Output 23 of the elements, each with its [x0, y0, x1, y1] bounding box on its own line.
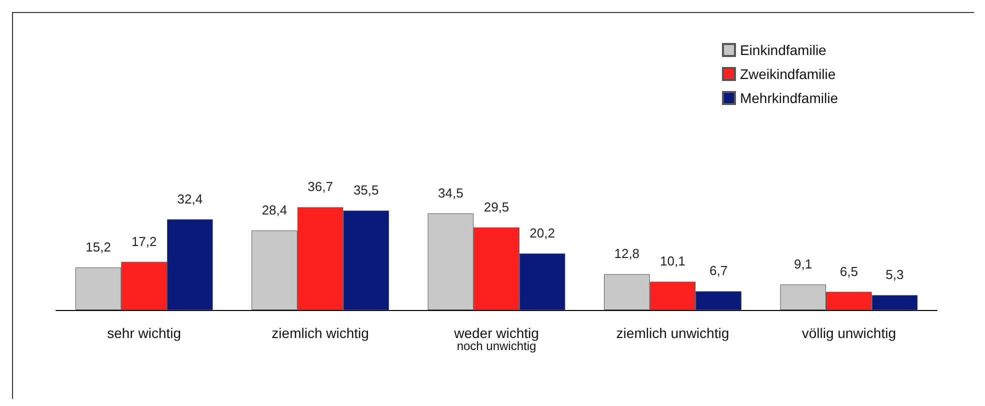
data-label: 12,8 [614, 246, 640, 262]
data-label: 6,7 [709, 263, 728, 278]
data-label: 28,4 [262, 202, 288, 218]
data-label: 10,1 [660, 254, 686, 269]
data-label: 20,2 [530, 225, 555, 240]
data-label: 32,4 [177, 191, 203, 206]
x-tick-label: ziemlich wichtig [272, 325, 369, 341]
data-label: 17,2 [131, 234, 157, 249]
data-label: 9,1 [794, 256, 812, 272]
legend-label: Einkindfamilie [740, 42, 827, 58]
data-label: 35,5 [353, 182, 379, 198]
data-label: 29,5 [484, 199, 510, 214]
x-tick-label: sehr wichtig [107, 325, 182, 341]
data-label: 34,5 [438, 185, 464, 200]
data-label: 5,3 [886, 267, 904, 282]
x-tick-label: ziemlich unwichtig [616, 325, 730, 341]
legend-label: Mehrkindfamilie [740, 90, 838, 106]
data-label: 6,5 [840, 264, 858, 279]
data-label: 15,2 [86, 239, 111, 254]
data-label: 36,7 [308, 179, 333, 194]
x-tick-label: weder wichtig noch unwichtig [453, 325, 539, 353]
x-tick-label: völlig unwichtig [802, 325, 896, 341]
legend-label: Zweikindfamilie [740, 66, 836, 82]
